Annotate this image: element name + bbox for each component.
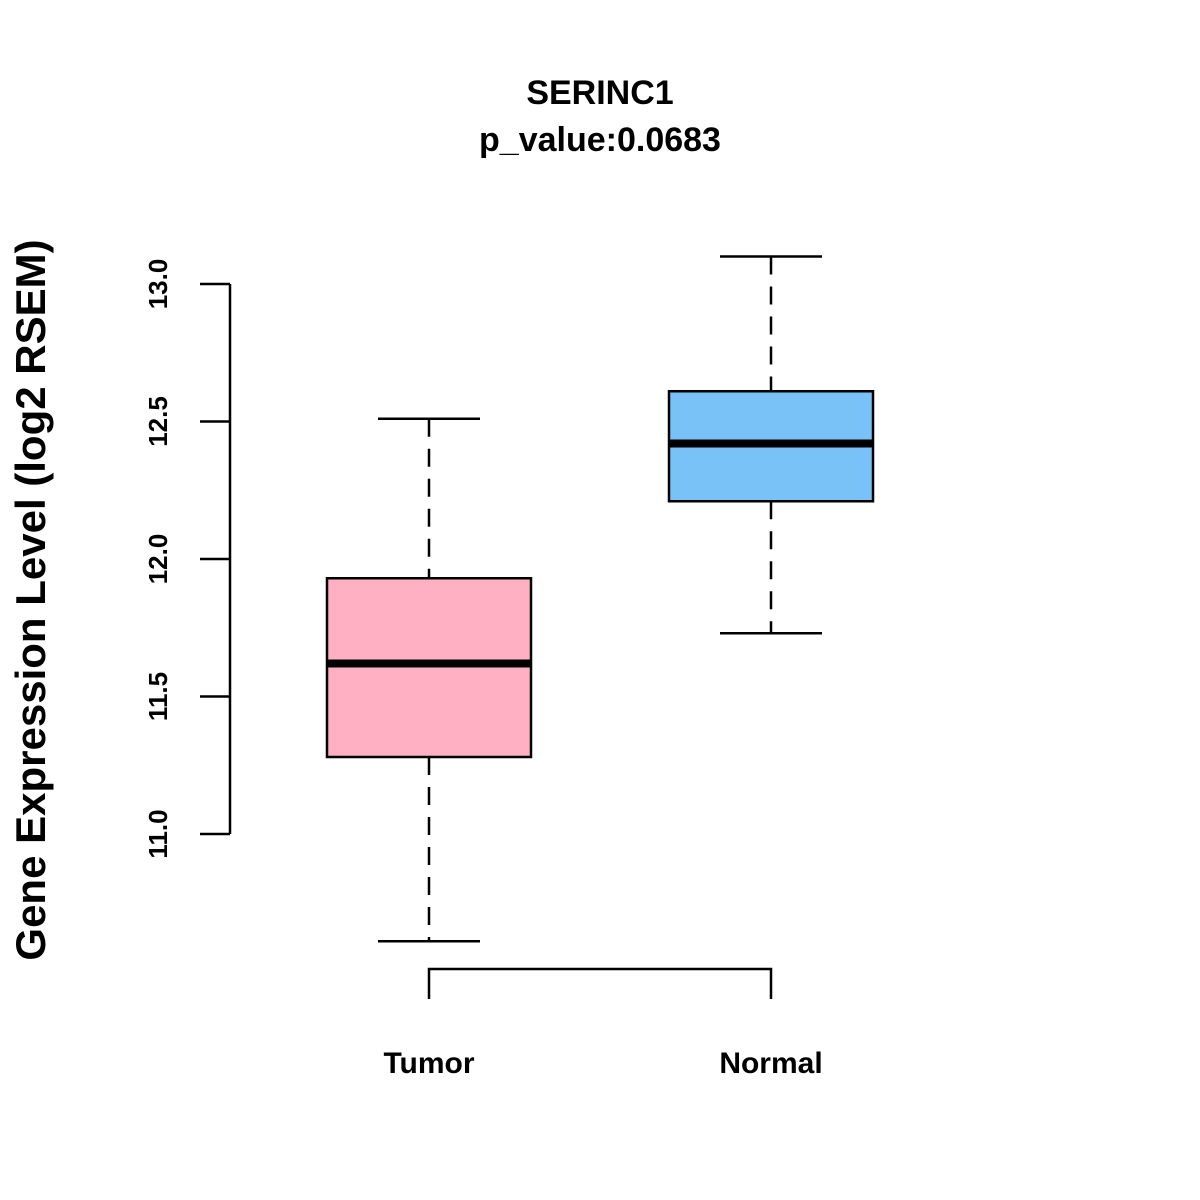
x-axis-labels: Tumor Normal [383,1047,822,1080]
chart-title: SERINC1 [526,74,673,112]
y-tick-label: 13.0 [143,259,173,310]
box-normal [667,255,875,635]
bracket-line [427,967,773,999]
chart-subtitle: p_value:0.0683 [479,121,721,159]
boxes [325,255,875,943]
iqr-box [325,577,533,759]
x-category-label-tumor: Tumor [383,1047,474,1080]
y-axis: 11.0 11.5 12.0 12.5 13.0 [143,259,232,859]
y-tick-label: 11.5 [143,672,173,721]
comparison-bracket [427,967,773,999]
y-tick-label: 11.0 [143,809,173,858]
y-tick-label: 12.0 [143,534,173,585]
x-category-label-normal: Normal [719,1047,822,1080]
y-axis-label: Gene Expression Level (log2 RSEM) [7,239,54,960]
y-tick-label: 12.5 [143,396,173,447]
box-tumor [325,417,533,943]
